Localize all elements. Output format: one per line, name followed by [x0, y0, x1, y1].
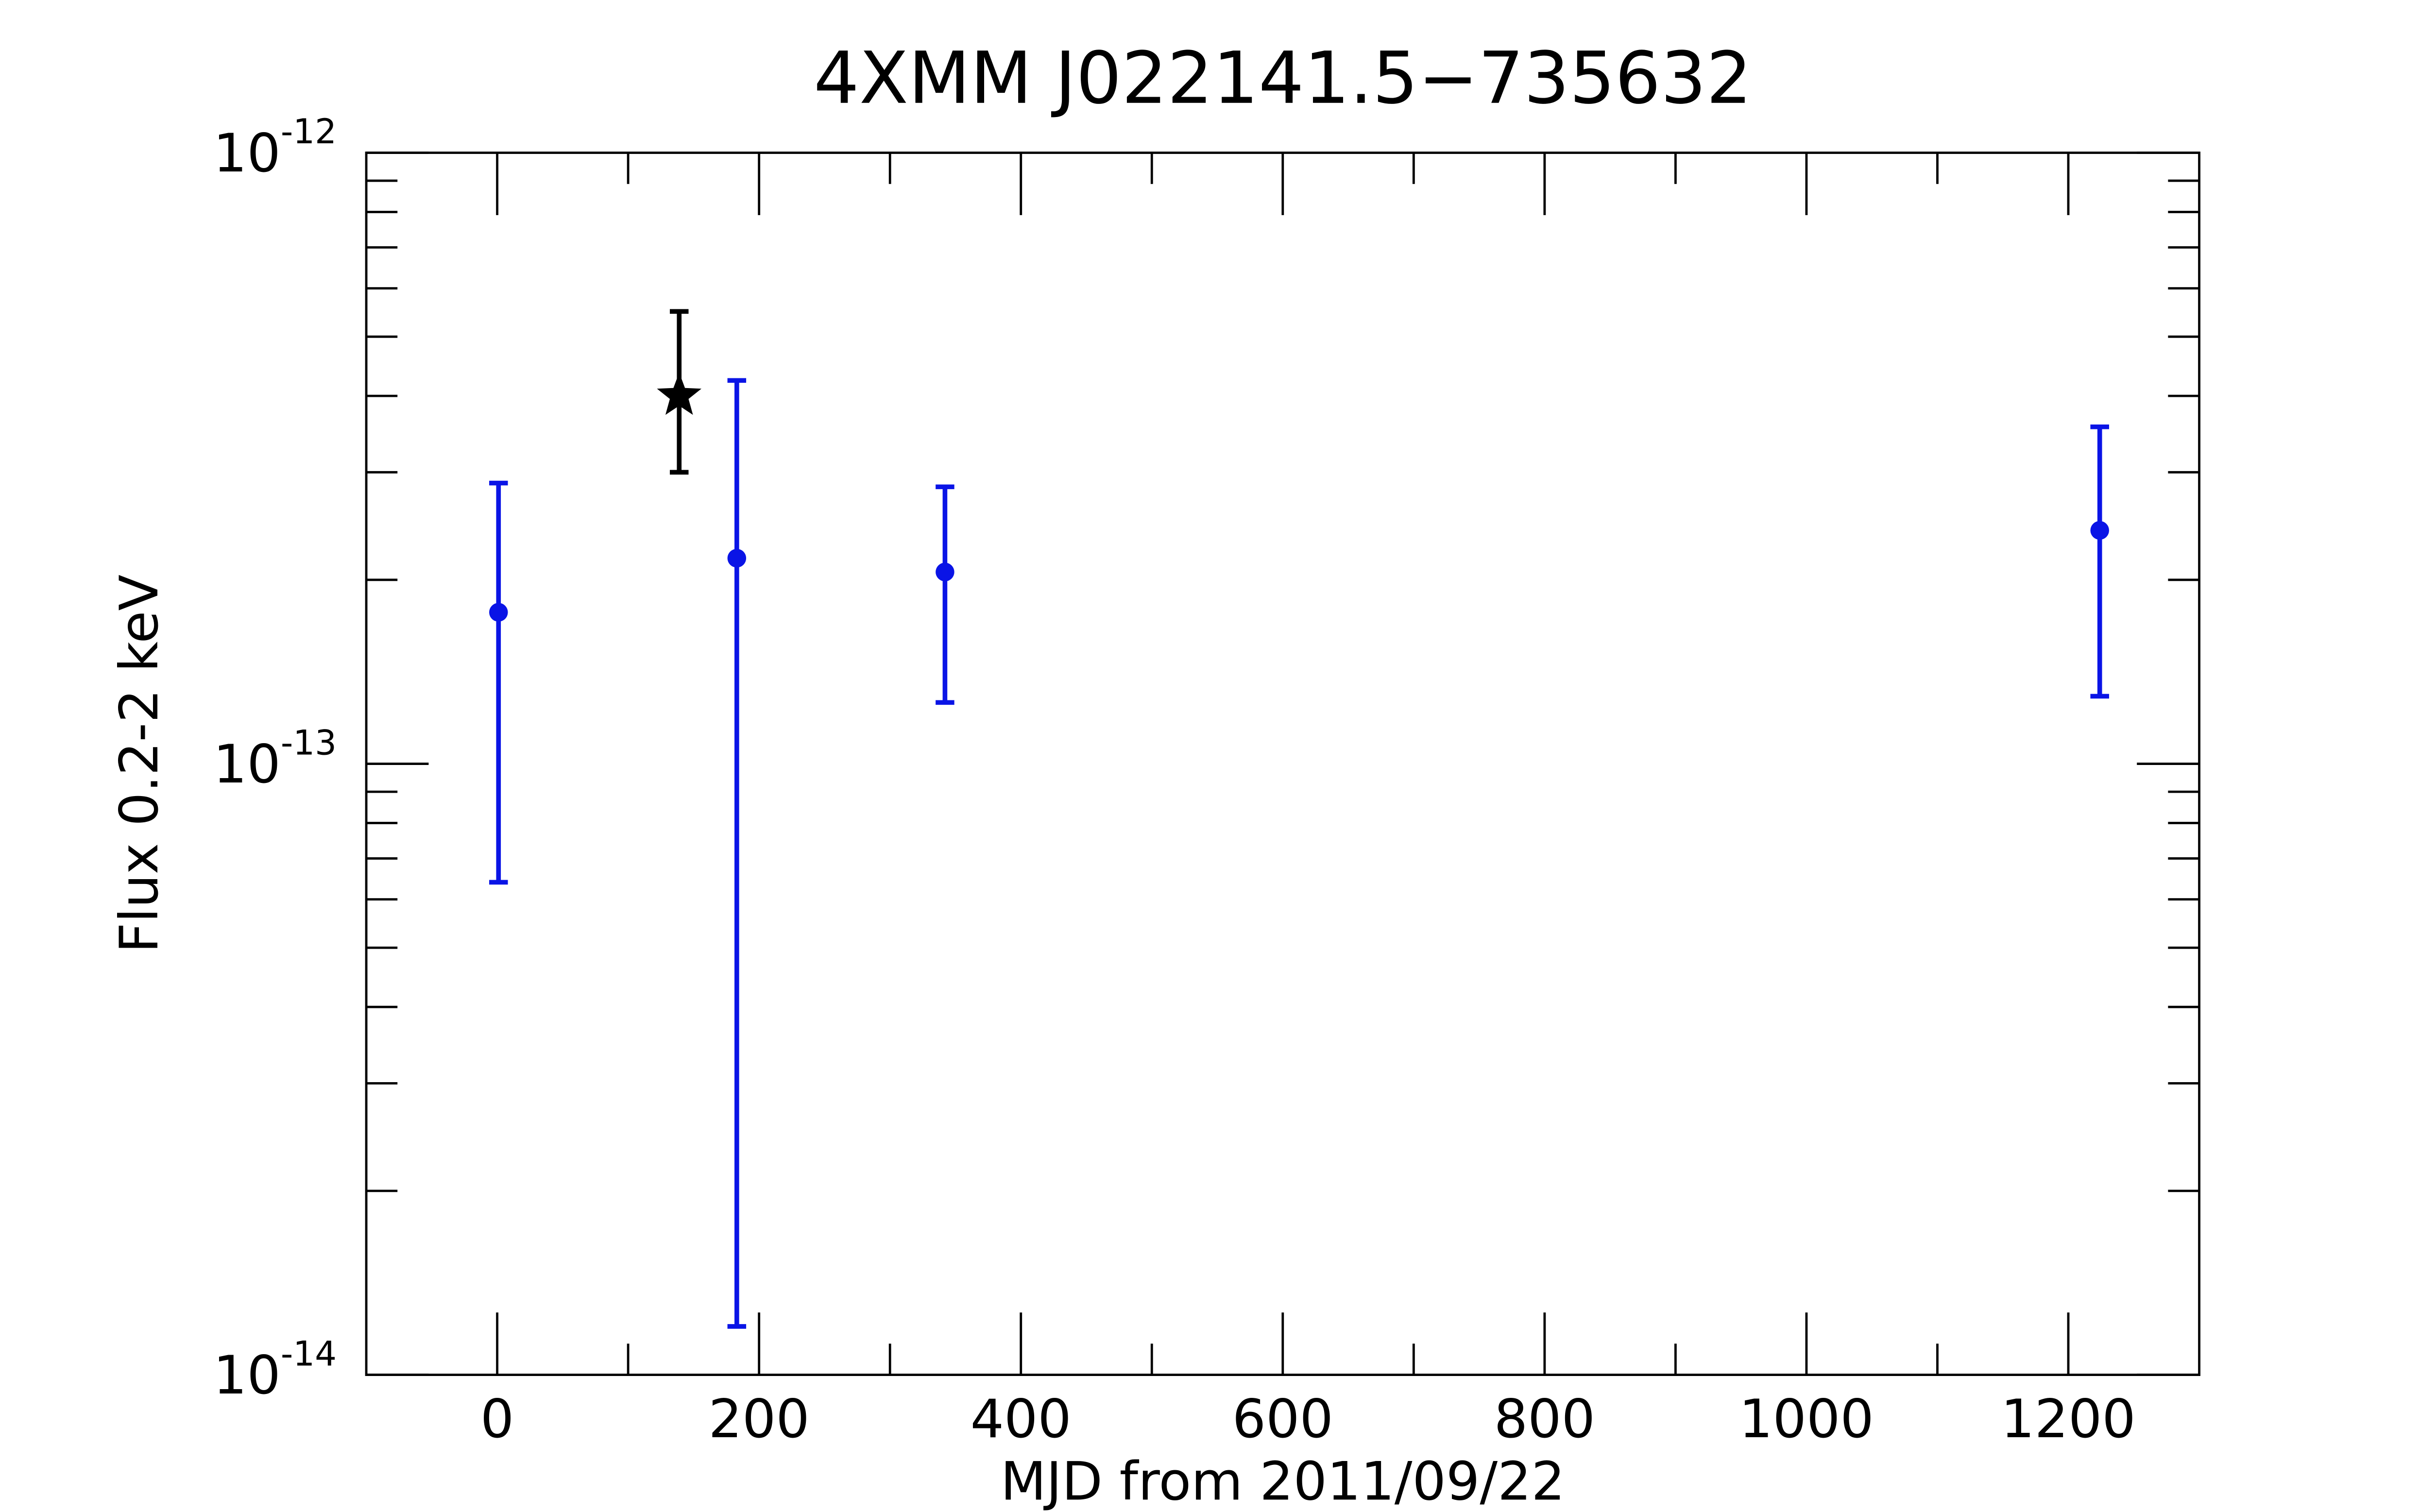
data-point — [489, 603, 508, 622]
x-tick-label: 800 — [1494, 1388, 1595, 1450]
data-point — [727, 549, 747, 568]
chart-title: 4XMM J022141.5−735632 — [814, 36, 1752, 120]
x-tick-label: 400 — [971, 1388, 1072, 1450]
x-tick-label: 1200 — [2001, 1388, 2136, 1450]
data-point — [2090, 521, 2109, 540]
y-tick-label: 10-14 — [213, 1333, 337, 1406]
x-tick-label: 600 — [1232, 1388, 1333, 1450]
x-axis-label: MJD from 2011/09/22 — [1001, 1450, 1565, 1512]
x-tick-label: 200 — [709, 1388, 810, 1450]
y-axis-label: Flux 0.2-2 keV — [108, 575, 170, 953]
y-tick-label: 10-12 — [213, 111, 337, 184]
y-tick-label: 10-13 — [213, 722, 337, 795]
data-point — [936, 562, 954, 581]
x-tick-label: 1000 — [1739, 1388, 1874, 1450]
x-tick-label: 0 — [480, 1388, 514, 1450]
plot-frame — [365, 152, 2200, 1376]
data-point — [657, 372, 702, 415]
